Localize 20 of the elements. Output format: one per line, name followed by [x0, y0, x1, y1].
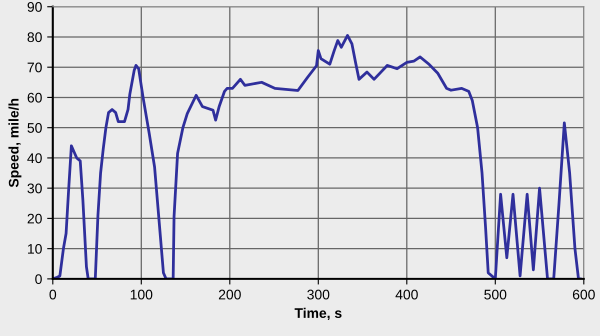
y-tick-label: 0 — [35, 274, 42, 284]
x-tick-label: 0 — [49, 290, 56, 300]
x-tick-label: 500 — [484, 290, 506, 300]
y-tick-label: 50 — [27, 123, 42, 133]
y-axis-title: Speed, mile/h — [8, 98, 22, 188]
x-tick-label: 400 — [396, 290, 418, 300]
x-tick-label: 100 — [130, 290, 152, 300]
x-axis-title: Time, s — [294, 308, 342, 320]
line-series — [52, 34, 582, 279]
y-tick-label: 20 — [28, 214, 42, 224]
x-tick-label: 200 — [218, 290, 241, 300]
y-tick-label: 30 — [27, 183, 42, 194]
y-tick-label: 10 — [28, 244, 42, 254]
y-tick-label: 40 — [27, 153, 42, 164]
x-tick-label: 300 — [307, 290, 330, 300]
y-tick-label: 80 — [28, 32, 42, 42]
y-tick-label: 70 — [28, 62, 42, 72]
y-tick-label: 90 — [28, 2, 42, 12]
x-tick-label: 600 — [572, 290, 595, 300]
y-tick-label: 60 — [28, 92, 42, 103]
